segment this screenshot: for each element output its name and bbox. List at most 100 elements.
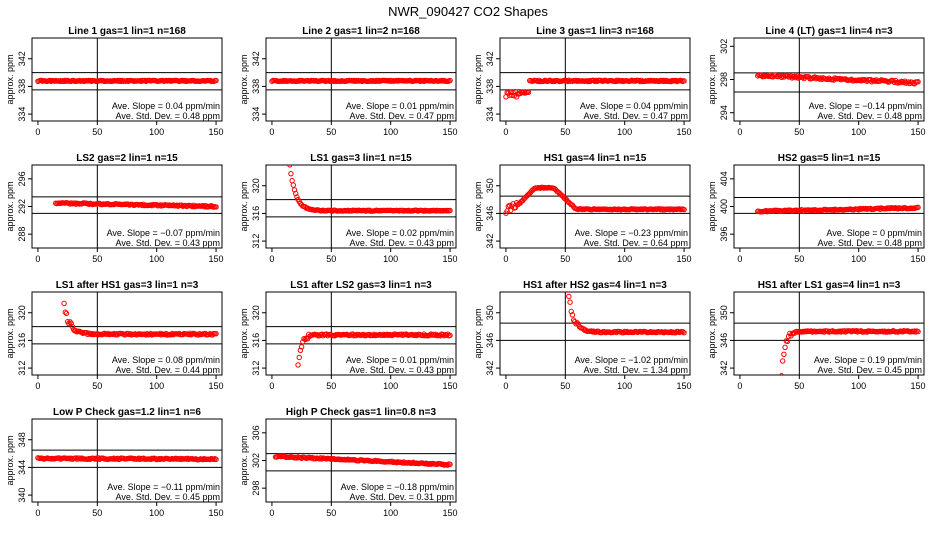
data-points <box>295 331 453 368</box>
y-tick-label: 404 <box>719 171 729 186</box>
data-point <box>681 329 687 336</box>
data-point <box>72 200 78 206</box>
data-point <box>143 332 149 338</box>
data-points <box>287 165 453 214</box>
slope-annotation: Ave. Slope = 0.04 ppm/min <box>112 101 220 111</box>
y-tick-label: 312 <box>251 361 261 376</box>
y-tick-label: 320 <box>251 305 261 320</box>
x-tick-label: 100 <box>617 381 632 391</box>
data-point <box>569 312 576 318</box>
x-tick-label: 150 <box>443 254 458 264</box>
y-tick-label: 348 <box>17 432 27 447</box>
data-point <box>149 202 155 209</box>
data-points <box>269 77 453 85</box>
data-point <box>663 77 669 84</box>
panel-grid: Line 1 gas=1 lin=1 n=168 0 50 100 150 334 338 3… <box>5 26 926 518</box>
data-point <box>444 462 451 468</box>
data-point <box>574 320 580 326</box>
x-tick-label: 100 <box>851 254 866 264</box>
panel: Line 2 gas=1 lin=2 n=168 0 50 100 150 334 338 3… <box>239 26 458 137</box>
panel: HS1 after LS1 gas=4 lin=1 n=3 0 50 100 150 34… <box>707 280 926 391</box>
data-point <box>213 330 219 337</box>
std-dev-annotation: Ave. Std. Dev. = 0.43 ppm <box>350 365 454 375</box>
y-tick-label: 312 <box>17 361 27 376</box>
y-tick-label: 316 <box>251 333 261 348</box>
slope-annotation: Ave. Slope = −0.14 ppm/min <box>809 101 922 111</box>
x-tick-label: 0 <box>737 127 742 137</box>
y-tick-label: 298 <box>251 481 261 496</box>
panel-title: High P Check gas=1 lin=0.8 n=3 <box>286 407 437 418</box>
panel-title: HS1 after LS1 gas=4 lin=1 n=3 <box>758 280 901 291</box>
panel: Line 1 gas=1 lin=1 n=168 0 50 100 150 334 338 3… <box>5 26 224 137</box>
data-point <box>157 330 163 337</box>
x-tick-label: 0 <box>35 127 40 137</box>
data-point <box>61 300 67 307</box>
x-tick-label: 150 <box>911 127 926 137</box>
panel: LS1 after LS2 gas=3 lin=1 n=3 0 50 100 150 31… <box>239 280 458 391</box>
panel: HS2 gas=5 lin=1 n=15 0 50 100 150 396 400 404ap… <box>707 153 926 264</box>
std-dev-annotation: Ave. Std. Dev. = 0.47 ppm <box>350 111 454 121</box>
y-axis-label: approx. ppm <box>473 308 483 358</box>
data-point <box>168 332 174 338</box>
x-tick-label: 50 <box>560 127 570 137</box>
plot-frame <box>265 164 457 249</box>
data-point <box>302 336 308 343</box>
y-tick-label: 298 <box>719 72 729 87</box>
data-point <box>213 77 219 84</box>
y-tick-label: 334 <box>251 107 261 122</box>
data-point <box>294 194 300 200</box>
data-point <box>158 332 165 338</box>
x-tick-label: 0 <box>503 254 508 264</box>
data-point <box>144 331 150 337</box>
y-tick-label: 342 <box>485 361 495 376</box>
data-point <box>681 206 687 213</box>
x-tick-label: 150 <box>209 381 224 391</box>
y-axis-label: approx. ppm <box>707 54 717 104</box>
slope-annotation: Ave. Slope = 0.02 ppm/min <box>346 228 454 238</box>
data-point <box>565 292 570 293</box>
x-tick-label: 50 <box>326 381 336 391</box>
panel-title: LS1 after HS1 gas=3 lin=1 n=3 <box>56 280 199 291</box>
data-point <box>63 310 70 317</box>
data-point <box>68 320 74 326</box>
data-point <box>592 78 598 85</box>
y-tick-label: 350 <box>485 178 495 193</box>
data-point <box>416 77 422 84</box>
panel: Line 4 (LT) gas=1 lin=4 n=3 0 50 100 150 294 2… <box>707 26 926 137</box>
plot-frame <box>499 164 691 249</box>
std-dev-annotation: Ave. Std. Dev. = 0.48 ppm <box>818 238 922 248</box>
plot-frame <box>265 291 457 376</box>
y-tick-label: 342 <box>251 51 261 66</box>
slope-annotation: Ave. Slope = 0.01 ppm/min <box>346 101 454 111</box>
data-point <box>443 332 450 338</box>
y-tick-label: 346 <box>485 333 495 348</box>
y-tick-label: 342 <box>485 51 495 66</box>
y-tick-label: 396 <box>719 227 729 242</box>
x-tick-label: 150 <box>443 508 458 518</box>
x-tick-label: 100 <box>617 127 632 137</box>
x-tick-label: 100 <box>383 508 398 518</box>
slope-annotation: Ave. Slope = 0.04 ppm/min <box>580 101 688 111</box>
std-dev-annotation: Ave. Std. Dev. = 0.43 ppm <box>116 238 220 248</box>
panel-title: Low P Check gas=1.2 lin=1 n=6 <box>53 407 201 418</box>
plot-frame <box>499 37 691 122</box>
data-point <box>288 170 294 177</box>
y-tick-label: 288 <box>17 227 27 242</box>
panel: High P Check gas=1 lin=0.8 n=3 0 50 100 150 2… <box>239 407 458 518</box>
y-axis-label: approx. ppm <box>239 435 249 485</box>
data-point <box>213 204 219 210</box>
y-axis-label: approx. ppm <box>707 308 717 358</box>
data-point <box>67 319 73 325</box>
x-tick-label: 100 <box>383 381 398 391</box>
x-tick-label: 0 <box>503 127 508 137</box>
x-tick-label: 150 <box>209 127 224 137</box>
std-dev-annotation: Ave. Std. Dev. = 0.48 ppm <box>116 111 220 121</box>
x-tick-label: 100 <box>383 127 398 137</box>
y-axis-label: approx. ppm <box>473 54 483 104</box>
y-axis-label: approx. ppm <box>5 181 15 231</box>
data-point <box>781 351 787 358</box>
data-point <box>680 329 686 335</box>
data-point <box>379 332 386 339</box>
slope-annotation: Ave. Slope = −0.18 ppm/min <box>341 482 454 492</box>
data-points <box>565 292 687 336</box>
